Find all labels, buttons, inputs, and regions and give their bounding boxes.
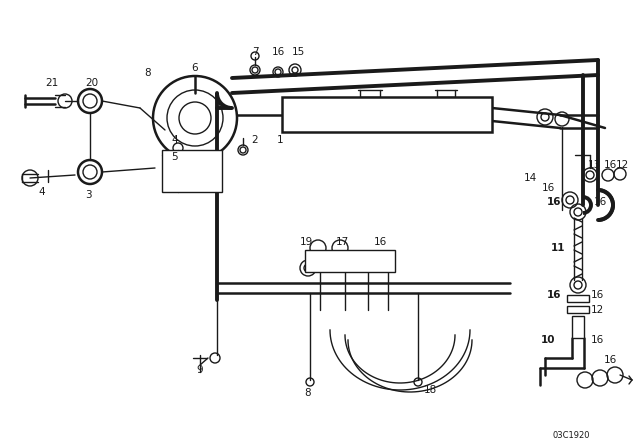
Text: 8: 8 [305,388,311,398]
Text: 16: 16 [271,47,285,57]
Text: 11: 11 [551,243,565,253]
Text: 03C1920: 03C1920 [552,431,590,439]
Text: 6: 6 [192,63,198,73]
Text: 2: 2 [252,135,259,145]
Bar [567,295,589,302]
Text: 12: 12 [590,305,604,315]
Text: 15: 15 [291,47,305,57]
Text: 12: 12 [616,160,628,170]
Text: 20: 20 [85,78,99,88]
Bar [282,97,492,132]
Text: 10: 10 [541,335,556,345]
Text: 21: 21 [45,78,59,88]
Text: 16: 16 [604,355,616,365]
Text: 17: 17 [335,237,349,247]
Text: 16: 16 [590,335,604,345]
Text: 3: 3 [84,190,92,200]
Text: 16: 16 [547,290,561,300]
Bar [162,150,222,192]
Bar [305,250,395,272]
Text: 1: 1 [276,135,284,145]
Text: 19: 19 [300,237,312,247]
Text: 4: 4 [172,135,179,145]
Text: 16: 16 [541,183,555,193]
Text: 16: 16 [547,197,561,207]
Text: 18: 18 [424,385,436,395]
Text: 5: 5 [172,152,179,162]
Text: 14: 14 [524,173,536,183]
Bar [572,316,584,338]
Text: 16: 16 [604,160,616,170]
Bar [567,306,589,313]
Text: 4: 4 [38,187,45,197]
Text: 7: 7 [252,47,259,57]
Text: 8: 8 [145,68,151,78]
Text: 13: 13 [588,160,600,170]
Text: 16: 16 [373,237,387,247]
Text: 9: 9 [196,365,204,375]
Text: 16: 16 [593,197,607,207]
Text: 16: 16 [590,290,604,300]
